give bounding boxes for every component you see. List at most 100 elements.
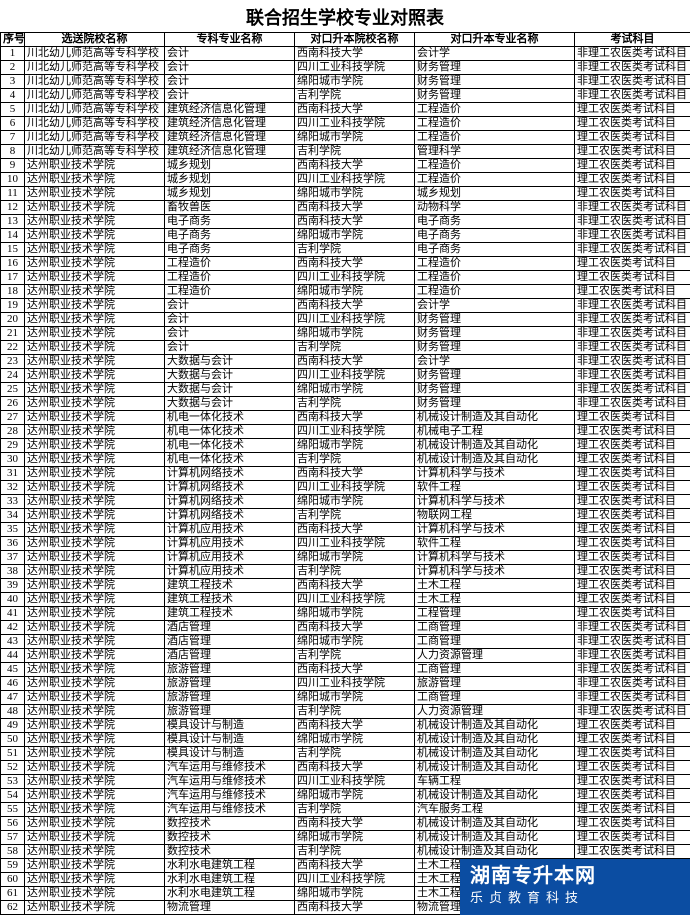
cell: 四川工业科技学院 [295,677,415,691]
cell: 会计学 [415,47,575,61]
cell: 绵阳城市学院 [295,75,415,89]
table-row: 52达州职业技术学院汽车运用与维修技术西南科技大学机械设计制造及其自动化理工农医… [1,761,690,775]
cell: 西南科技大学 [295,523,415,537]
cell: 财务管理 [415,61,575,75]
cell: 建筑经济信息化管理 [165,145,295,159]
cell: 会计 [165,47,295,61]
cell: 计算机网络技术 [165,467,295,481]
cell: 理工农医类考试科目 [575,719,690,733]
cell: 四川工业科技学院 [295,61,415,75]
cell: 绵阳城市学院 [295,285,415,299]
cell: 川北幼儿师范高等专科学校 [25,61,165,75]
cell: 达州职业技术学院 [25,663,165,677]
cell: 四川工业科技学院 [295,873,415,887]
cell-index: 1 [1,47,25,61]
cell: 达州职业技术学院 [25,229,165,243]
cell: 达州职业技术学院 [25,201,165,215]
cell: 人力资源管理 [415,705,575,719]
cell: 机电一体化技术 [165,453,295,467]
cell-index: 15 [1,243,25,257]
cell: 绵阳城市学院 [295,831,415,845]
cell: 吉利学院 [295,397,415,411]
cell: 达州职业技术学院 [25,579,165,593]
cell-index: 44 [1,649,25,663]
cell: 西南科技大学 [295,621,415,635]
major-mapping-table: 序号 选送院校名称 专科专业名称 对口升本院校名称 对口升本专业名称 考试科目 … [0,32,690,915]
cell: 理工农医类考试科目 [575,523,690,537]
cell: 达州职业技术学院 [25,523,165,537]
cell: 四川工业科技学院 [295,313,415,327]
cell: 川北幼儿师范高等专科学校 [25,89,165,103]
cell: 西南科技大学 [295,103,415,117]
cell: 工程造价 [415,271,575,285]
cell: 工程造价 [415,117,575,131]
cell: 机电一体化技术 [165,439,295,453]
cell: 城乡规划 [165,173,295,187]
cell: 理工农医类考试科目 [575,607,690,621]
cell-index: 52 [1,761,25,775]
cell-index: 11 [1,187,25,201]
cell: 机械设计制造及其自动化 [415,831,575,845]
cell: 畜牧兽医 [165,201,295,215]
table-row: 38达州职业技术学院计算机应用技术吉利学院计算机科学与技术理工农医类考试科目 [1,565,690,579]
cell: 吉利学院 [295,89,415,103]
cell: 机械设计制造及其自动化 [415,789,575,803]
cell-index: 5 [1,103,25,117]
watermark-bot: 乐贞教育科技 [470,889,680,907]
table-row: 48达州职业技术学院旅游管理吉利学院人力资源管理非理工农医类考试科目 [1,705,690,719]
cell-index: 38 [1,565,25,579]
cell: 汽车运用与维修技术 [165,761,295,775]
cell: 计算机网络技术 [165,509,295,523]
col-major: 对口升本专业名称 [415,33,575,47]
cell: 建筑工程技术 [165,607,295,621]
cell: 西南科技大学 [295,215,415,229]
cell-index: 47 [1,691,25,705]
table-row: 3川北幼儿师范高等专科学校会计绵阳城市学院财务管理非理工农医类考试科目 [1,75,690,89]
cell: 电子商务 [415,243,575,257]
table-row: 43达州职业技术学院酒店管理绵阳城市学院工商管理非理工农医类考试科目 [1,635,690,649]
cell-index: 45 [1,663,25,677]
table-row: 28达州职业技术学院机电一体化技术四川工业科技学院机械电子工程理工农医类考试科目 [1,425,690,439]
cell: 计算机应用技术 [165,523,295,537]
table-row: 8川北幼儿师范高等专科学校建筑经济信息化管理吉利学院管理科学理工农医类考试科目 [1,145,690,159]
cell-index: 3 [1,75,25,89]
cell: 水利水电建筑工程 [165,873,295,887]
cell: 达州职业技术学院 [25,621,165,635]
cell: 汽车运用与维修技术 [165,789,295,803]
cell: 理工农医类考试科目 [575,831,690,845]
cell: 达州职业技术学院 [25,159,165,173]
cell: 人力资源管理 [415,649,575,663]
cell: 工商管理 [415,621,575,635]
table-row: 57达州职业技术学院数控技术绵阳城市学院机械设计制造及其自动化理工农医类考试科目 [1,831,690,845]
cell: 理工农医类考试科目 [575,817,690,831]
cell: 工程造价 [415,159,575,173]
cell: 达州职业技术学院 [25,383,165,397]
cell: 达州职业技术学院 [25,187,165,201]
cell: 达州职业技术学院 [25,733,165,747]
cell: 理工农医类考试科目 [575,453,690,467]
table-row: 24达州职业技术学院大数据与会计四川工业科技学院财务管理非理工农医类考试科目 [1,369,690,383]
cell: 西南科技大学 [295,761,415,775]
cell: 达州职业技术学院 [25,453,165,467]
cell: 绵阳城市学院 [295,383,415,397]
cell: 非理工农医类考试科目 [575,369,690,383]
cell: 达州职业技术学院 [25,411,165,425]
cell: 数控技术 [165,845,295,859]
table-row: 14达州职业技术学院电子商务绵阳城市学院电子商务非理工农医类考试科目 [1,229,690,243]
table-row: 35达州职业技术学院计算机应用技术西南科技大学计算机科学与技术理工农医类考试科目 [1,523,690,537]
cell: 达州职业技术学院 [25,271,165,285]
cell: 四川工业科技学院 [295,537,415,551]
col-index: 序号 [1,33,25,47]
cell: 达州职业技术学院 [25,397,165,411]
cell: 物流管理 [165,901,295,915]
cell-index: 27 [1,411,25,425]
table-row: 23达州职业技术学院大数据与会计西南科技大学会计学非理工农医类考试科目 [1,355,690,369]
cell: 管理科学 [415,145,575,159]
cell: 达州职业技术学院 [25,495,165,509]
cell-index: 34 [1,509,25,523]
cell: 达州职业技术学院 [25,775,165,789]
table-row: 22达州职业技术学院会计吉利学院财务管理非理工农医类考试科目 [1,341,690,355]
cell: 达州职业技术学院 [25,831,165,845]
cell: 达州职业技术学院 [25,677,165,691]
cell: 软件工程 [415,481,575,495]
